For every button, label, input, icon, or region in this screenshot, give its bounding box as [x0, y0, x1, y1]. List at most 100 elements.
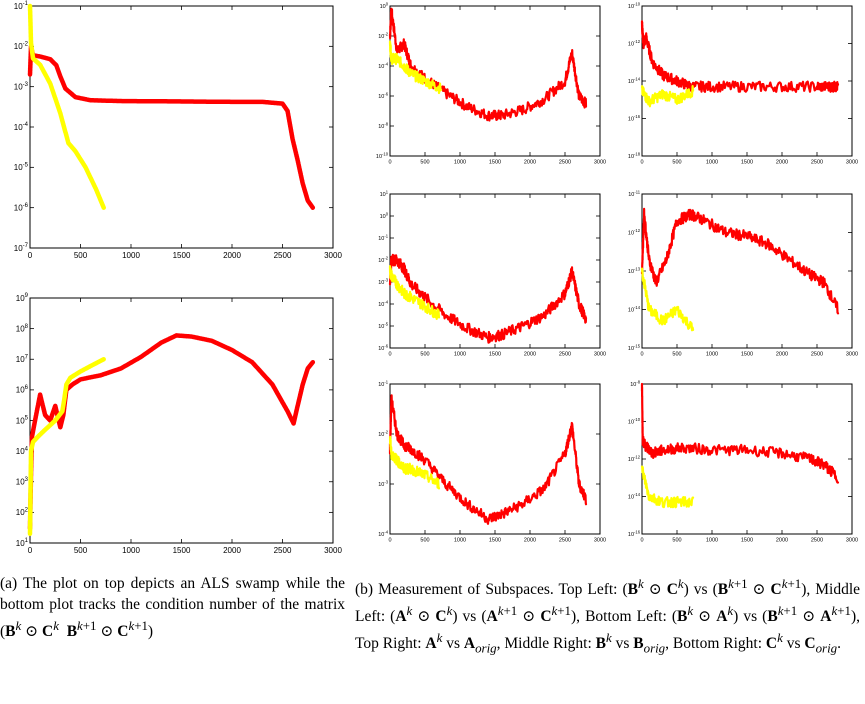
x-tick-label: 1500 [741, 160, 753, 166]
x-tick-label: 2500 [274, 546, 292, 555]
caption-a: (a) The plot on top depicts an ALS swamp… [0, 575, 345, 641]
y-tick-label: 10-13 [628, 266, 641, 274]
plot-frame [389, 193, 601, 349]
y-tick-label: 109 [16, 293, 29, 303]
y-tick-label: 103 [16, 477, 29, 487]
y-tick-label: 105 [16, 416, 29, 426]
y-tick-label: 10-5 [14, 163, 29, 173]
x-tick-label: 3000 [594, 160, 606, 166]
y-tick-label: 10-2 [14, 42, 29, 52]
x-tick-label: 500 [420, 352, 429, 358]
y-tick-label: 10-10 [376, 151, 389, 159]
x-tick-label: 1000 [706, 160, 718, 166]
series-line-yellow [640, 85, 695, 108]
y-tick-label: 10-4 [378, 61, 388, 69]
y-tick-label: 10-4 [378, 529, 388, 537]
plot-frame [29, 5, 334, 249]
y-tick-label: 10-5 [378, 321, 388, 329]
x-tick-label: 3000 [324, 251, 342, 260]
y-tick-label: 10-11 [628, 189, 640, 197]
y-tick-label: 10-14 [628, 76, 641, 84]
x-tick-label: 2000 [524, 160, 536, 166]
y-tick-label: 10-8 [630, 379, 640, 387]
x-tick-label: 1500 [741, 352, 753, 358]
plot-frame [641, 383, 853, 535]
x-tick-label: 2500 [559, 352, 571, 358]
x-tick-label: 500 [672, 538, 681, 544]
series-line-yellow [388, 435, 441, 490]
series-line-red [27, 333, 316, 531]
chart-b-top-left: 0 500 1000 1500 2000 2500 3000 10-10 10-8 10-6 10-… [368, 0, 608, 168]
x-tick-label: 1500 [489, 352, 501, 358]
y-tick-label: 10-12 [628, 228, 641, 236]
chart-b-middle-right: 0 500 1000 1500 2000 2500 3000 10-15 10-14 10-13 1… [620, 188, 860, 360]
x-tick-label: 3000 [846, 160, 858, 166]
y-tick-label: 10-1 [14, 1, 29, 11]
y-tick-label: 10-14 [628, 305, 641, 313]
x-tick-label: 1500 [173, 251, 191, 260]
chart-a-bottom: 0 500 1000 1500 2000 2500 3000 101 102 103 104 105 1… [0, 292, 345, 557]
x-tick-label: 0 [640, 352, 643, 358]
y-tick-label: 10-7 [14, 243, 29, 253]
y-tick-label: 10-2 [378, 429, 388, 437]
x-tick-label: 2500 [811, 352, 823, 358]
series-line-red [640, 20, 840, 93]
x-tick-label: 2000 [776, 160, 788, 166]
series-line-red [388, 394, 588, 525]
y-tick-label: 10-6 [378, 343, 388, 351]
x-tick-label: 3000 [324, 546, 342, 555]
x-tick-label: 1500 [489, 538, 501, 544]
y-tick-label: 10-16 [628, 529, 641, 537]
y-tick-label: 10-1 [378, 233, 388, 241]
series-line-red [27, 44, 316, 210]
x-tick-label: 2000 [524, 538, 536, 544]
y-tick-label: 108 [16, 324, 29, 334]
x-tick-label: 2000 [524, 352, 536, 358]
y-tick-label: 100 [380, 1, 389, 9]
plot-frame [641, 193, 853, 349]
x-tick-label: 0 [388, 538, 391, 544]
x-tick-label: 1000 [454, 538, 466, 544]
y-tick-label: 10-1 [378, 379, 388, 387]
y-tick-label: 10-2 [378, 255, 388, 263]
y-tick-label: 101 [380, 189, 389, 197]
y-tick-label: 10-3 [378, 479, 388, 487]
x-tick-label: 500 [672, 160, 681, 166]
x-tick-label: 2000 [223, 251, 241, 260]
y-tick-label: 107 [16, 354, 29, 364]
x-tick-label: 500 [420, 538, 429, 544]
chart-b-bottom-right: 0 500 1000 1500 2000 2500 3000 10-16 10-14 10-12 1… [620, 378, 860, 546]
y-tick-label: 10-3 [378, 277, 388, 285]
x-tick-label: 2500 [559, 160, 571, 166]
x-tick-label: 1500 [173, 546, 191, 555]
x-tick-label: 3000 [846, 352, 858, 358]
x-tick-label: 1500 [741, 538, 753, 544]
caption-b: (b) Measurement of Subspaces. Top Left: … [355, 576, 861, 656]
y-tick-label: 10-2 [378, 31, 388, 39]
x-tick-label: 500 [74, 251, 88, 260]
x-tick-label: 2500 [811, 538, 823, 544]
x-tick-label: 500 [672, 352, 681, 358]
y-tick-label: 10-12 [628, 39, 641, 47]
series-line-red [640, 207, 840, 315]
series-line-yellow [27, 357, 106, 537]
x-tick-label: 3000 [594, 538, 606, 544]
chart-b-middle-left: 0 500 1000 1500 2000 2500 3000 10-6 10-5 10-4 10-3… [368, 188, 608, 360]
series-line-red [640, 382, 840, 484]
y-tick-label: 104 [16, 446, 29, 456]
series-line-red [388, 253, 588, 344]
y-tick-label: 106 [16, 385, 29, 395]
y-tick-label: 10-15 [628, 343, 641, 351]
x-tick-label: 1000 [706, 352, 718, 358]
chart-b-bottom-left: 0 500 1000 1500 2000 2500 3000 10-4 10-3 10-2 10-1 [368, 378, 608, 546]
x-tick-label: 0 [28, 251, 33, 260]
x-tick-label: 0 [28, 546, 33, 555]
chart-a-top: 0 500 1000 1500 2000 2500 3000 10-7 10-6 10-5 10-4… [0, 0, 345, 262]
y-tick-label: 10-8 [378, 121, 388, 129]
x-tick-label: 0 [640, 160, 643, 166]
y-tick-label: 101 [16, 538, 29, 548]
y-tick-label: 10-14 [628, 492, 641, 500]
y-tick-label: 102 [16, 508, 29, 518]
series-line-yellow [640, 465, 695, 509]
y-tick-label: 10-4 [14, 122, 29, 132]
